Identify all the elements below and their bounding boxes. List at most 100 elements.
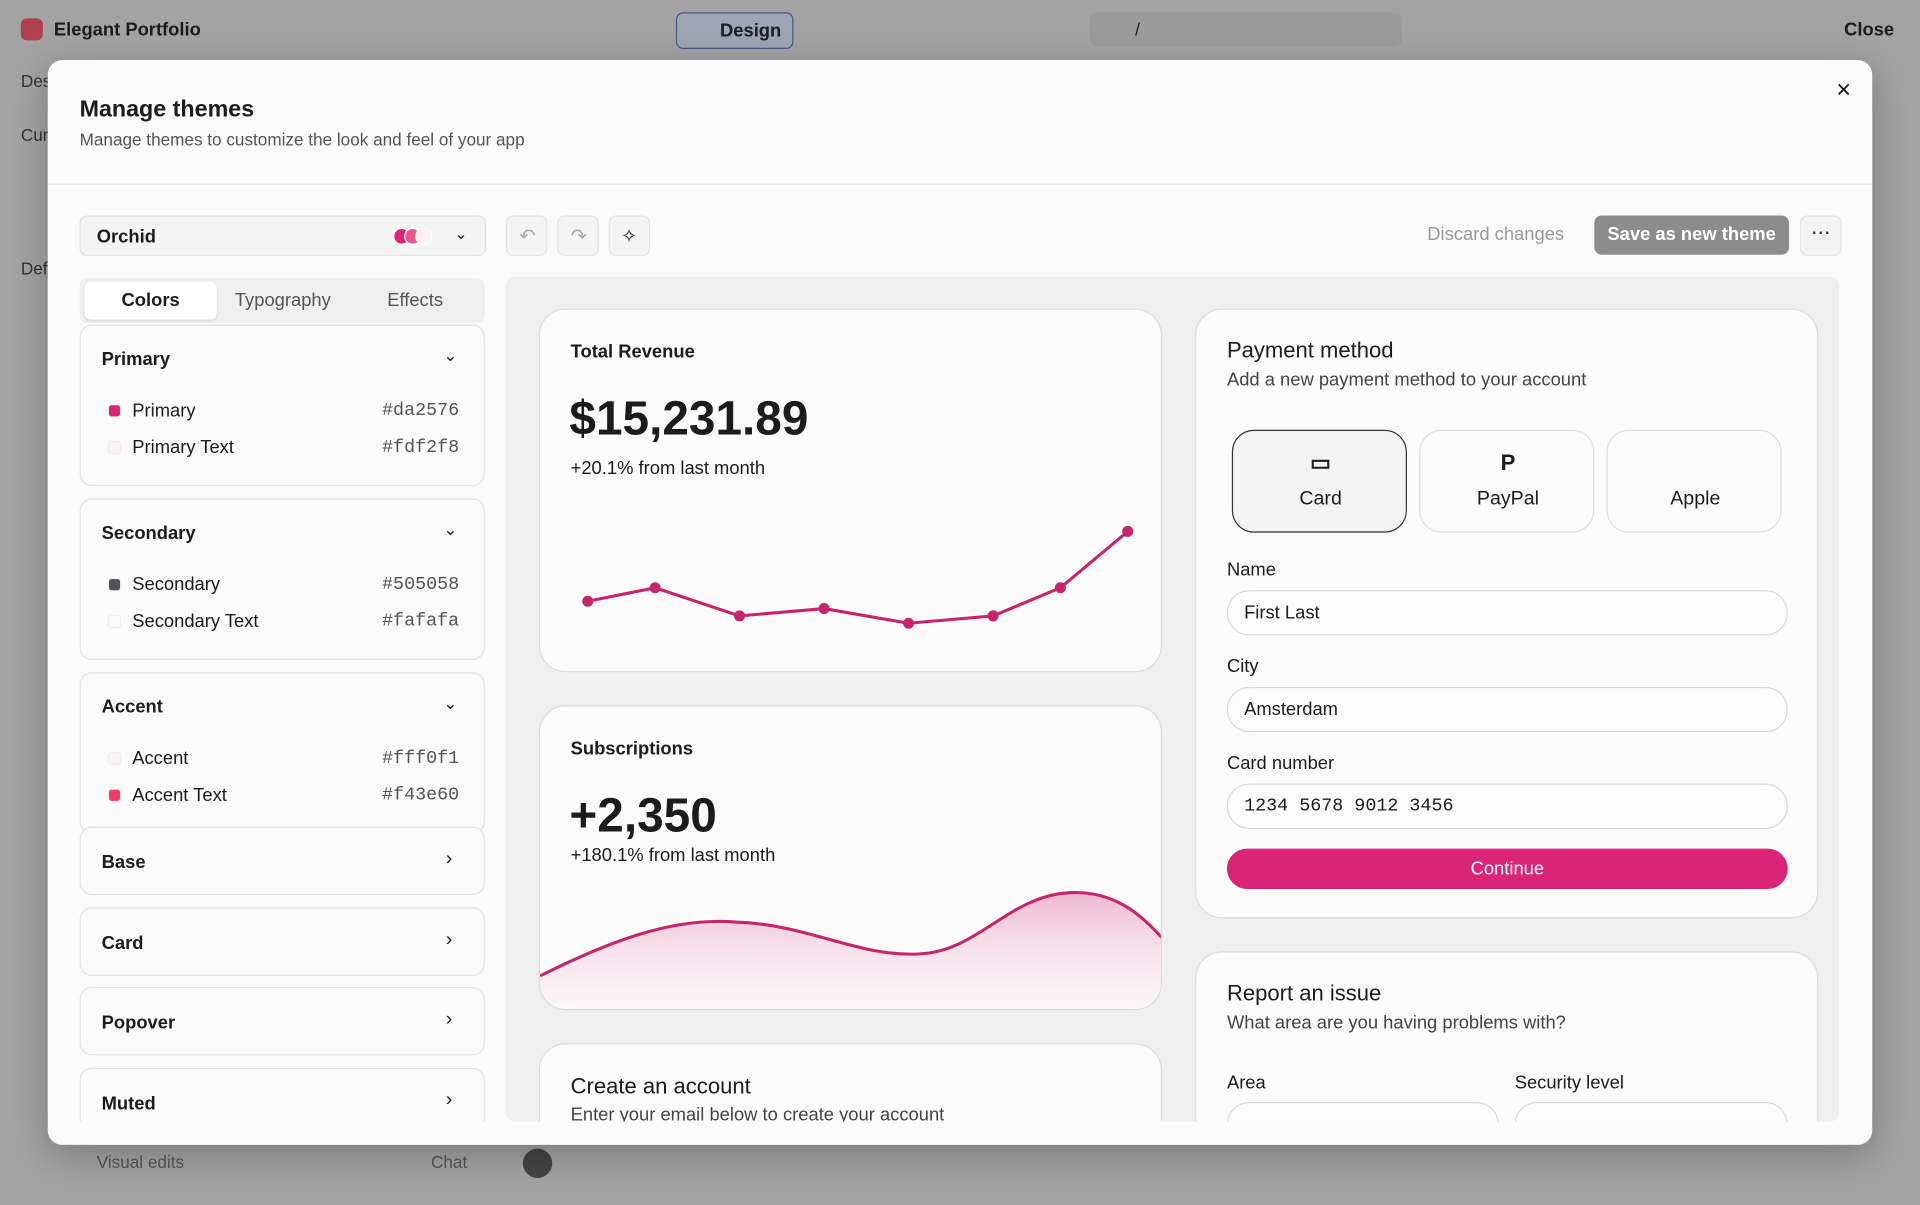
area-chart: [540, 891, 1161, 1009]
method-icon: P: [1500, 450, 1516, 476]
sparkline-dots: [582, 525, 1134, 629]
icon: ✧: [620, 226, 638, 248]
color-label: Primary Text: [132, 437, 234, 458]
color-group[interactable]: Accent ⌄ Accent #fff0f1 Accent Text #f43e60: [79, 672, 485, 834]
theme-select[interactable]: Orchid ⌄: [79, 215, 487, 256]
chevron: ⌄: [443, 519, 458, 539]
swatch: [107, 404, 122, 418]
payment-card: Payment method Add a new payment method …: [1195, 308, 1819, 919]
swatch: [107, 614, 122, 629]
theme-swatches: [393, 227, 442, 245]
collapsed-group[interactable]: Popover ›: [79, 986, 485, 1056]
app-logo: [20, 18, 43, 41]
close-icon[interactable]: ✕: [1835, 80, 1852, 102]
theme-dot: [415, 227, 433, 245]
color-hex: #fff0f1: [382, 748, 460, 769]
theme-name: Orchid: [96, 226, 156, 248]
color-groups: Primary ⌄ Primary #da2576 Primary Text #fdf2f…: [79, 324, 485, 1122]
revenue-card: Total Revenue $15,231.89 +20.1% from las…: [538, 308, 1163, 673]
design-button[interactable]: Design: [675, 12, 794, 49]
card-subtitle: Add a new payment method to your account: [1226, 369, 1587, 391]
discard-button[interactable]: Discard changes: [1427, 224, 1565, 245]
chat-button[interactable]: Chat: [431, 1152, 468, 1172]
tab[interactable]: Typography: [234, 290, 331, 312]
send-button[interactable]: [522, 1148, 553, 1178]
group-title: Base: [101, 852, 146, 874]
area-fill: [540, 892, 1161, 1009]
method-label: Apple: [1670, 488, 1721, 510]
subscriptions-card: Subscriptions +2,350 +180.1% from last m…: [538, 705, 1163, 1011]
payment-method[interactable]: Apple: [1606, 429, 1782, 533]
visual-edits[interactable]: Visual edits: [96, 1152, 185, 1172]
tab[interactable]: Effects: [387, 290, 444, 312]
sparkline: [582, 525, 1134, 629]
group-title: Primary: [101, 348, 171, 370]
text-input[interactable]: 1234 5678 9012 3456: [1226, 783, 1788, 829]
continue-button[interactable]: Continue: [1226, 848, 1788, 889]
field-label: City: [1226, 656, 1259, 678]
collapsed-group[interactable]: Base ›: [79, 826, 485, 896]
color-hex: #f43e60: [382, 784, 460, 806]
bg-text: Cur: [20, 124, 49, 145]
bg-text: Def: [20, 258, 48, 278]
text-input[interactable]: Amsterdam: [1226, 686, 1788, 733]
field-label: Name: [1226, 559, 1276, 581]
card-subtitle: Enter your email below to create your ac…: [570, 1104, 945, 1122]
group-title: Card: [101, 932, 144, 954]
field-label: Security level: [1514, 1072, 1624, 1094]
payment-method[interactable]: P PayPal: [1419, 429, 1595, 533]
method-label: PayPal: [1476, 488, 1539, 510]
color-label: Secondary Text: [132, 611, 259, 632]
color-group[interactable]: Primary ⌄ Primary #da2576 Primary Text #fdf2f…: [79, 324, 485, 487]
tabs: Colors Typography Effects: [79, 277, 485, 324]
field-label: Area: [1226, 1072, 1266, 1094]
bg-text: Des: [20, 71, 52, 91]
swatch: [107, 577, 122, 592]
revenue-change: +20.1% from last month: [570, 457, 766, 479]
redo-button[interactable]: ↷: [557, 215, 599, 256]
group-title: Secondary: [101, 522, 196, 544]
color-label: Secondary: [132, 574, 221, 596]
undo-button[interactable]: ↶: [505, 215, 548, 256]
modal-subtitle: Manage themes to customize the look and …: [79, 129, 525, 150]
group-title: Popover: [101, 1012, 176, 1034]
chevron: ›: [445, 1008, 453, 1030]
color-hex: #fdf2f8: [382, 437, 460, 458]
more-button[interactable]: ⋯: [1800, 215, 1842, 256]
card-subtitle: What area are you having problems with?: [1226, 1012, 1566, 1034]
color-label: Accent Text: [132, 784, 227, 806]
color-label: Primary: [132, 400, 196, 422]
subscriptions-value: +2,350: [569, 789, 717, 843]
card-title: Payment method: [1226, 337, 1394, 363]
revenue-value: $15,231.89: [569, 393, 809, 446]
area-line: [540, 891, 1161, 978]
security-select[interactable]: [1514, 1102, 1788, 1122]
chevron: ›: [445, 928, 453, 950]
save-button[interactable]: Save as new theme: [1594, 215, 1789, 255]
color-group[interactable]: Secondary ⌄ Secondary #505058 Secondary Text…: [79, 498, 485, 661]
card-title: Create an account: [570, 1073, 751, 1099]
close-button[interactable]: Close: [1844, 19, 1895, 41]
collapsed-group[interactable]: Muted ›: [79, 1067, 485, 1122]
card-title: Total Revenue: [570, 341, 695, 363]
tab[interactable]: Colors: [84, 281, 217, 320]
payment-method[interactable]: ▭ Card: [1231, 429, 1407, 533]
preview-panel: Total Revenue $15,231.89 +20.1% from las…: [505, 276, 1840, 1122]
report-card: Report an issue What area are you having…: [1195, 951, 1819, 1122]
text-input[interactable]: First Last: [1226, 590, 1788, 636]
url-bar[interactable]: /: [1089, 12, 1403, 47]
card-title: Report an issue: [1226, 980, 1382, 1006]
create-account-card: Create an account Enter your email below…: [538, 1043, 1163, 1122]
icon: ↷: [570, 226, 588, 248]
modal-title: Manage themes: [79, 96, 255, 123]
area-select[interactable]: [1226, 1102, 1499, 1122]
chevron: ⌄: [454, 224, 468, 243]
project-name[interactable]: Elegant Portfolio: [53, 19, 201, 41]
divider: [47, 183, 1873, 185]
sparkline-line: [587, 530, 1129, 625]
magic-button[interactable]: ✧: [608, 215, 651, 256]
collapsed-group[interactable]: Card ›: [79, 906, 485, 976]
swatch: [107, 751, 122, 766]
